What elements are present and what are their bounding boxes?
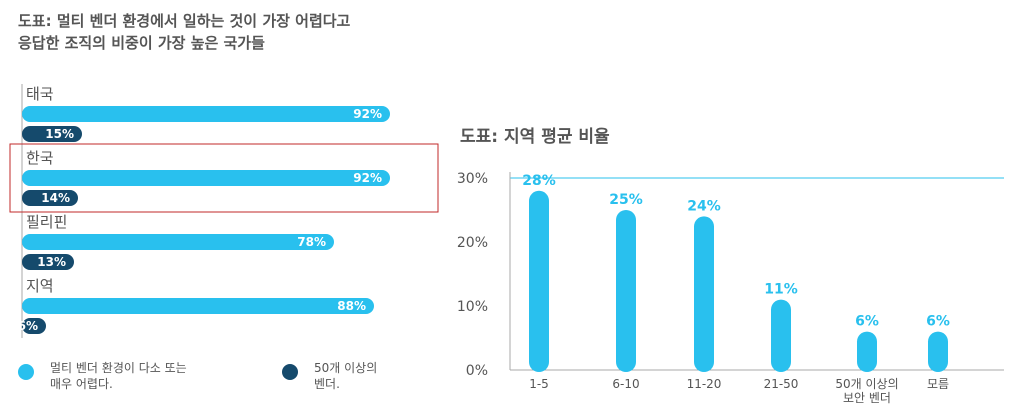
y-tick-label: 30% <box>457 171 488 187</box>
highlight-box <box>9 143 439 213</box>
bar <box>22 106 390 122</box>
legend-swatch-light <box>18 364 34 380</box>
bar-value-label: 11% <box>764 282 798 298</box>
y-tick-label: 0% <box>466 363 488 379</box>
bar <box>771 299 791 372</box>
bar-value-label: 14% <box>41 191 70 205</box>
bar <box>694 216 714 372</box>
y-tick-label: 10% <box>457 299 488 315</box>
x-tick-label: 보안 벤더 <box>843 391 891 405</box>
bar <box>22 234 334 250</box>
bar <box>857 331 877 372</box>
x-tick-label: 11-20 <box>687 377 722 391</box>
bar-value-label: 25% <box>609 192 643 208</box>
bar-value-label: 78% <box>297 235 326 249</box>
x-tick-label: 1-5 <box>529 377 549 391</box>
left-chart-title: 도표: 멀티 벤더 환경에서 일하는 것이 가장 어렵다고 응답한 조직의 비중… <box>18 12 351 52</box>
x-tick-label: 21-50 <box>764 377 799 391</box>
x-tick-label: 6-10 <box>612 377 639 391</box>
bar <box>22 126 82 142</box>
bar-value-label: 88% <box>337 299 366 313</box>
x-tick-label: 50개 이상의 <box>835 377 898 391</box>
y-tick-label: 20% <box>457 235 488 251</box>
bar-value-label: 24% <box>687 198 721 214</box>
bar-value-label: 92% <box>353 171 382 185</box>
x-tick-label: 모름 <box>927 377 949 391</box>
bar <box>616 210 636 372</box>
category-label: 지역 <box>26 277 54 295</box>
bar <box>529 190 549 372</box>
category-label: 한국 <box>26 149 54 167</box>
bar <box>22 318 46 334</box>
bar <box>22 254 74 270</box>
bar <box>22 298 374 314</box>
bar <box>928 331 948 372</box>
bar <box>22 190 78 206</box>
horizontal-bar-chart: 태국 92% 15% 한국 92% 14% 필리핀 78% 13% 지역 88% 6% <box>9 84 439 338</box>
category-label: 필리핀 <box>26 213 67 231</box>
bar <box>22 170 390 186</box>
bar-value-label: 28% <box>522 173 556 189</box>
bar-value-label: 6% <box>926 314 950 330</box>
category-label: 태국 <box>26 85 54 103</box>
bar-value-label: 6% <box>18 319 38 333</box>
legend-label: 멀티 벤더 환경이 다소 또는 매우 어렵다. <box>50 361 187 391</box>
legend-label: 50개 이상의 벤더. <box>314 361 378 391</box>
bar-value-label: 92% <box>353 107 382 121</box>
right-chart-title: 도표: 지역 평균 비율 <box>460 127 610 147</box>
bar-value-label: 6% <box>855 314 879 330</box>
bar-value-label: 13% <box>37 255 66 269</box>
bar-value-label: 15% <box>45 127 74 141</box>
legend-swatch-dark <box>282 364 298 380</box>
